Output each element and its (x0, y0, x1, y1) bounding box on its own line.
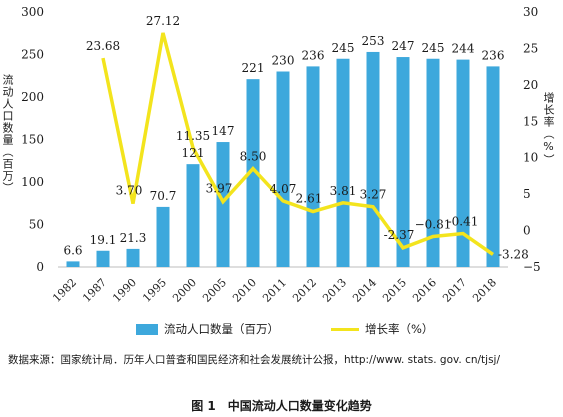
bar-data-label: 21.3 (120, 231, 147, 245)
y-tick-label: 200 (21, 90, 44, 104)
bar-data-label: 247 (392, 39, 415, 53)
x-tick-label: 2005 (200, 276, 229, 305)
bar-data-label: 147 (212, 124, 235, 138)
x-tick-label: 2015 (380, 276, 409, 305)
source-note: 数据来源：国家统计局．历年人口普查和国民经济和社会发展统计公报，http://w… (8, 354, 501, 366)
line-data-label: −0.81 (415, 217, 452, 231)
y-tick-label: 50 (29, 218, 44, 232)
bar (396, 57, 410, 267)
line-data-label: 8.50 (240, 150, 267, 164)
y2-tick-label: 0 (523, 224, 531, 238)
bar (366, 51, 380, 268)
line-data-label: 2.61 (296, 192, 323, 206)
y2-tick-label: 20 (523, 78, 538, 92)
bar (96, 250, 110, 267)
bar-data-label: 221 (242, 61, 265, 75)
y-tick-label: 250 (21, 48, 44, 62)
x-tick-label: 1982 (50, 276, 79, 305)
y-axis-label-right: 增长率（%） (542, 92, 555, 166)
line-data-label: 3.81 (330, 184, 357, 198)
x-tick-label: 1990 (110, 276, 139, 305)
bar (186, 164, 200, 267)
line-data-label: -3.28 (498, 247, 529, 261)
line-data-label: 4.07 (270, 182, 297, 196)
y2-tick-label: 5 (523, 187, 531, 201)
line-data-label: 3.97 (206, 182, 233, 196)
x-tick-label: 2018 (470, 276, 499, 305)
y-tick-label: 0 (36, 260, 44, 274)
figure-caption: 图 1 中国流动人口数量变化趋势 (191, 399, 372, 413)
bar (486, 66, 500, 268)
bar (216, 142, 230, 267)
bar (276, 71, 290, 267)
bar (456, 59, 470, 267)
bar (156, 206, 170, 267)
x-tick-label: 2017 (440, 276, 469, 305)
line-data-label: 3.27 (360, 188, 387, 202)
line-data-label: 27.12 (146, 14, 180, 28)
y2-tick-label: 30 (523, 5, 538, 19)
bar-data-label: 6.6 (63, 243, 82, 257)
bar-data-label: 236 (482, 48, 505, 62)
x-tick-label: 2012 (290, 276, 319, 305)
bar (336, 58, 350, 267)
bar-data-label: 19.1 (90, 233, 117, 247)
bar (126, 248, 140, 267)
bar (66, 261, 80, 267)
line-data-label: 23.68 (86, 39, 120, 53)
legend-label-population: 流动人口数量（百万） (164, 322, 279, 336)
chart: 0 50 100 150 200 250 300 −5 0 5 10 15 20 25 30 1982 1987… (21, 5, 541, 305)
bar-data-label: 245 (332, 41, 355, 55)
legend-swatch-bar (136, 323, 158, 335)
growth-rate-line (101, 32, 495, 256)
line-data-label: 3.70 (116, 184, 143, 198)
legend-item-growth-rate: 增长率（%） (331, 321, 433, 337)
bar-data-label: 236 (302, 48, 325, 62)
bar-data-label: 70.7 (150, 189, 177, 203)
line-data-label: -2.37 (384, 228, 415, 242)
bar (426, 58, 440, 267)
y-tick-label: 100 (21, 175, 44, 189)
y-tick-label: 150 (21, 133, 44, 147)
bar-data-label: 121 (182, 146, 205, 160)
y-tick-label: 300 (21, 5, 44, 19)
bar-data-label: 244 (452, 42, 475, 56)
x-tick-label: 2014 (350, 276, 379, 305)
y2-tick-label: 10 (523, 151, 538, 165)
bar-data-label: 253 (362, 34, 385, 48)
bar-data-label: 230 (272, 54, 295, 68)
y2-tick-label: 15 (523, 114, 538, 128)
x-tick-label: 1987 (80, 276, 109, 305)
line-data-label: 11.35 (176, 129, 210, 143)
x-tick-label: 2010 (230, 276, 259, 305)
x-tick-label: 2011 (260, 276, 289, 305)
x-tick-label: 2013 (320, 276, 349, 305)
y2-tick-label: −5 (523, 260, 541, 274)
x-tick-label: 2000 (170, 276, 199, 305)
y2-tick-label: 25 (523, 41, 538, 55)
bar-data-label: 245 (422, 41, 445, 55)
line-data-label: -0.41 (448, 215, 479, 229)
legend-swatch-line (331, 327, 359, 331)
bar (246, 79, 260, 268)
x-tick-label: 2016 (410, 276, 439, 305)
legend-item-population: 流动人口数量（百万） (136, 321, 279, 337)
bar (306, 66, 320, 268)
legend-label-growth-rate: 增长率（%） (365, 322, 434, 336)
y-axis-label-left: 流动人口数量（百万） (1, 74, 14, 194)
x-tick-label: 1995 (140, 276, 169, 305)
